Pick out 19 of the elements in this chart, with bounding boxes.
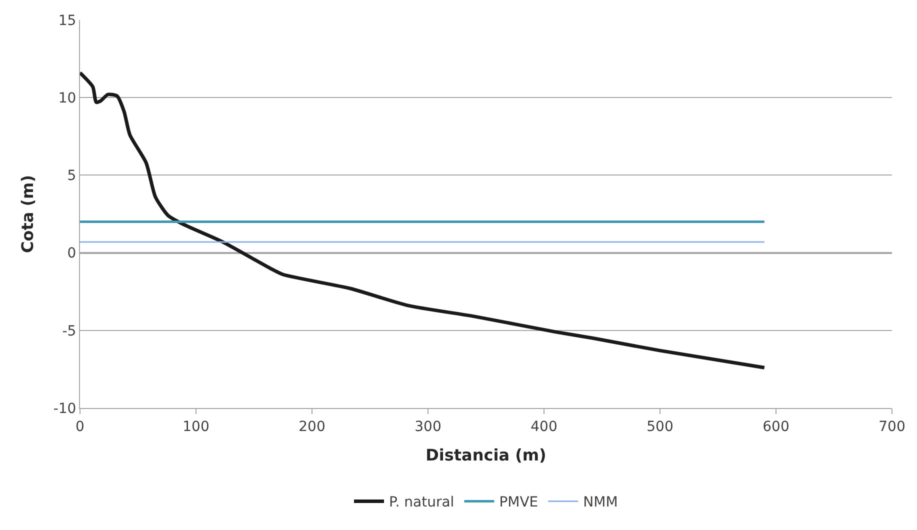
legend-label: NMM [583,494,618,511]
legend-label: P. natural [389,494,454,511]
x-tick-label: 100 [182,418,210,435]
y-tick-label: 15 [58,12,76,29]
x-tick-label: 600 [762,418,790,435]
x-tick-label: 300 [414,418,442,435]
x-tick-label: 700 [878,418,906,435]
y-tick-label: 10 [58,90,76,106]
x-tick-label: 200 [298,418,326,435]
y-tick-label: 0 [67,246,76,262]
y-tick-label: -10 [53,400,76,417]
y-axis-title: Cota (m) [18,174,38,254]
x-axis-title: Distancia (m) [426,446,546,464]
x-tick-label: 400 [530,418,558,435]
y-tick-label: 5 [67,168,76,184]
legend-label: PMVE [499,494,538,511]
y-tick-label: -5 [62,323,76,340]
x-tick-label: 500 [646,418,674,435]
line-series [80,71,766,370]
